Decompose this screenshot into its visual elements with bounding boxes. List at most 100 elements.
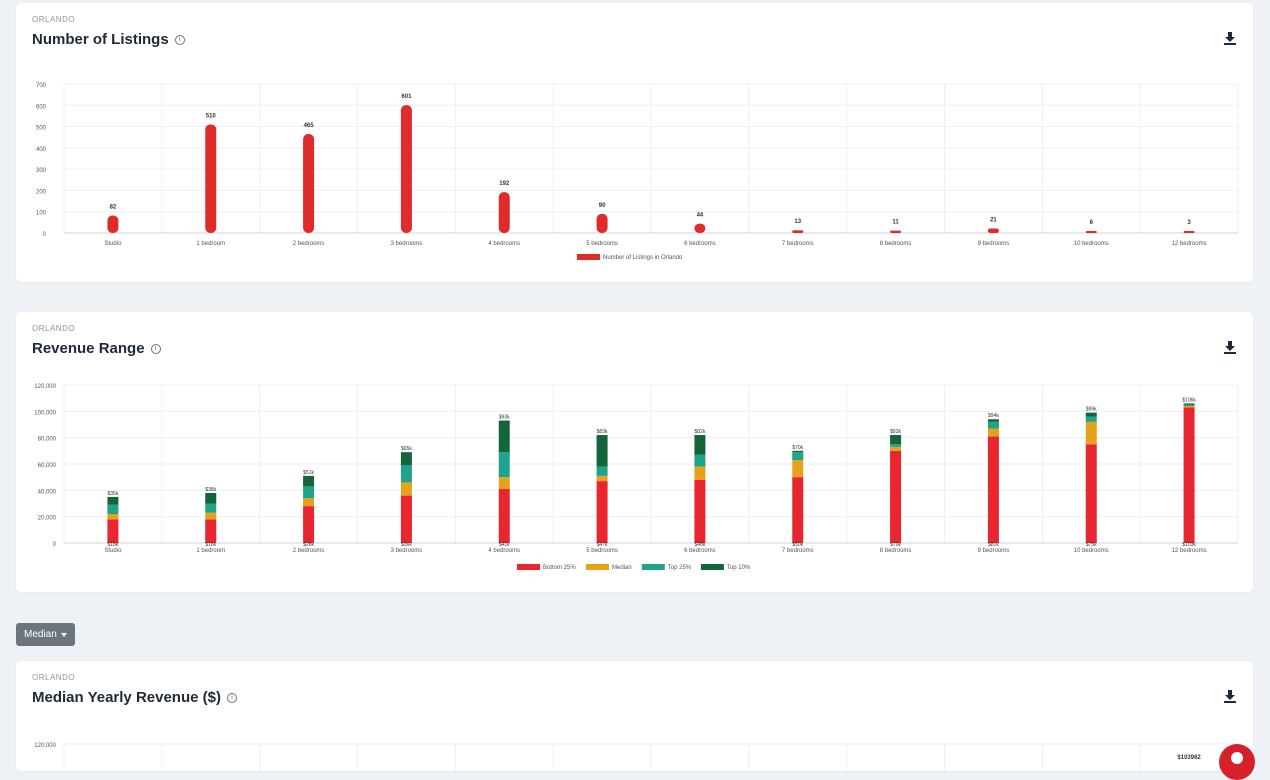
bar-segment-1-1 xyxy=(205,512,217,520)
city-label: ORLANDO xyxy=(32,15,76,24)
revenue-card: ORLANDO Revenue Range i 0 20,000 40,000 60,… xyxy=(16,312,1253,592)
y-tick-label: 20,000 xyxy=(38,516,57,522)
x-tick-label: 7 bedrooms xyxy=(782,548,814,554)
y-tick-label: 80,000 xyxy=(38,437,57,443)
card-title: Revenue Range i xyxy=(32,340,161,357)
data-label: 21 xyxy=(990,218,997,224)
bar-segment-8-3 xyxy=(890,435,902,445)
bottom-label: $48k xyxy=(694,542,705,548)
top-label: $94k xyxy=(988,413,999,419)
x-tick-label: 12 bedrooms xyxy=(1172,548,1207,554)
card-title: Number of Listings i xyxy=(32,31,185,48)
x-tick-label: 6 bedrooms xyxy=(684,241,716,247)
bar-segment-1-2 xyxy=(205,503,217,513)
download-icon[interactable] xyxy=(1223,689,1237,703)
x-tick-label: 6 bedrooms xyxy=(684,548,716,554)
legend-label: Top 25% xyxy=(668,565,692,571)
bar-11 xyxy=(1183,231,1195,233)
data-label: 82 xyxy=(110,205,117,211)
legend-label: Top 10% xyxy=(727,565,751,571)
x-tick-label: 12 bedrooms xyxy=(1172,241,1207,247)
download-icon[interactable] xyxy=(1223,31,1237,45)
legend-swatch xyxy=(517,564,540,570)
bar-segment-10-3 xyxy=(1085,412,1097,417)
x-tick-label: 1 bedroom xyxy=(196,241,225,247)
y-tick-label: 100,000 xyxy=(34,410,56,416)
median-chart: 120,000 $103962 xyxy=(34,743,1239,771)
bar-segment-7-2 xyxy=(792,452,804,461)
y-tick-label: 120,000 xyxy=(34,743,56,749)
bar-6 xyxy=(694,223,706,233)
bar-segment-11-1 xyxy=(1183,406,1195,408)
caret-down-icon xyxy=(60,632,67,637)
bottom-label: $50k xyxy=(792,542,803,548)
y-tick-label: 700 xyxy=(36,83,47,89)
bar-segment-9-3 xyxy=(987,419,999,422)
y-tick-label: 200 xyxy=(36,189,47,195)
bar-segment-1-3 xyxy=(205,492,217,504)
bar-segment-7-3 xyxy=(792,450,804,453)
bar-segment-0-3 xyxy=(107,496,119,505)
y-tick-label: 0 xyxy=(53,542,57,548)
top-label: $99k xyxy=(1086,407,1097,413)
top-label: $35k xyxy=(107,491,118,497)
info-icon[interactable]: i xyxy=(174,34,185,45)
x-tick-label: 10 bedrooms xyxy=(1074,548,1109,554)
bar-2 xyxy=(303,134,315,233)
bar-segment-9-1 xyxy=(987,428,999,437)
legend-label: Number of Listings in Orlando xyxy=(603,255,683,261)
dropdown-label: Median xyxy=(24,629,57,640)
listings-chart: 0 100 200 300 400 500 600 700 82 Studio 510 1 bedro… xyxy=(36,83,1239,261)
y-tick-label: 500 xyxy=(36,126,47,132)
x-tick-label: 9 bedrooms xyxy=(978,241,1010,247)
x-tick-label: 4 bedrooms xyxy=(488,548,520,554)
median-title: Median Yearly Revenue ($) xyxy=(32,689,221,706)
bar-segment-10-2 xyxy=(1085,416,1097,422)
bar-segment-4-0 xyxy=(498,489,510,543)
y-tick-label: 400 xyxy=(36,147,47,153)
y-tick-label: 60,000 xyxy=(38,463,57,469)
bar-segment-6-2 xyxy=(694,454,706,467)
x-tick-label: Studio xyxy=(104,548,122,554)
metric-dropdown[interactable]: Median xyxy=(16,623,75,646)
bar-9 xyxy=(987,228,999,233)
download-icon[interactable] xyxy=(1223,340,1237,354)
bottom-label: $70k xyxy=(890,542,901,548)
info-icon[interactable]: i xyxy=(226,692,237,703)
bottom-label: $18k xyxy=(205,542,216,548)
x-tick-label: 3 bedrooms xyxy=(391,548,423,554)
bar-segment-3-1 xyxy=(400,482,412,496)
legend-label: Median xyxy=(612,565,632,571)
top-label: $83k xyxy=(597,429,608,435)
legend-swatch xyxy=(577,254,600,260)
bar-segment-8-2 xyxy=(890,444,902,447)
x-tick-label: 5 bedrooms xyxy=(586,548,618,554)
data-label: 90 xyxy=(599,203,606,209)
bar-1 xyxy=(205,124,217,233)
info-icon[interactable]: i xyxy=(150,343,161,354)
x-tick-label: 8 bedrooms xyxy=(880,241,912,247)
data-label: 11 xyxy=(892,220,899,226)
top-label: $82k xyxy=(890,429,901,435)
top-label: $82k xyxy=(694,429,705,435)
data-label: 510 xyxy=(206,113,217,119)
card-title: Median Yearly Revenue ($) i xyxy=(32,689,237,706)
revenue-title: Revenue Range xyxy=(32,340,145,357)
bar-segment-5-3 xyxy=(596,435,608,467)
bar-segment-10-0 xyxy=(1085,444,1097,543)
legend-label: Bottom 25% xyxy=(543,565,576,571)
legend-swatch xyxy=(700,564,724,570)
y-tick-label: 0 xyxy=(43,232,47,238)
median-card: ORLANDO Median Yearly Revenue ($) i 120,… xyxy=(16,661,1253,771)
top-label: $51k xyxy=(303,470,314,476)
top-label: $65k xyxy=(401,446,412,452)
bottom-label: $47k xyxy=(597,542,608,548)
bar-0 xyxy=(107,215,119,233)
bar-segment-0-0 xyxy=(107,519,119,543)
top-label: $93k xyxy=(499,415,510,421)
help-bubble-icon[interactable] xyxy=(1219,744,1255,780)
bottom-label: $103k xyxy=(1182,542,1196,548)
bar-segment-5-0 xyxy=(596,481,608,543)
x-tick-label: 9 bedrooms xyxy=(978,548,1010,554)
top-label: $70k xyxy=(792,445,803,451)
